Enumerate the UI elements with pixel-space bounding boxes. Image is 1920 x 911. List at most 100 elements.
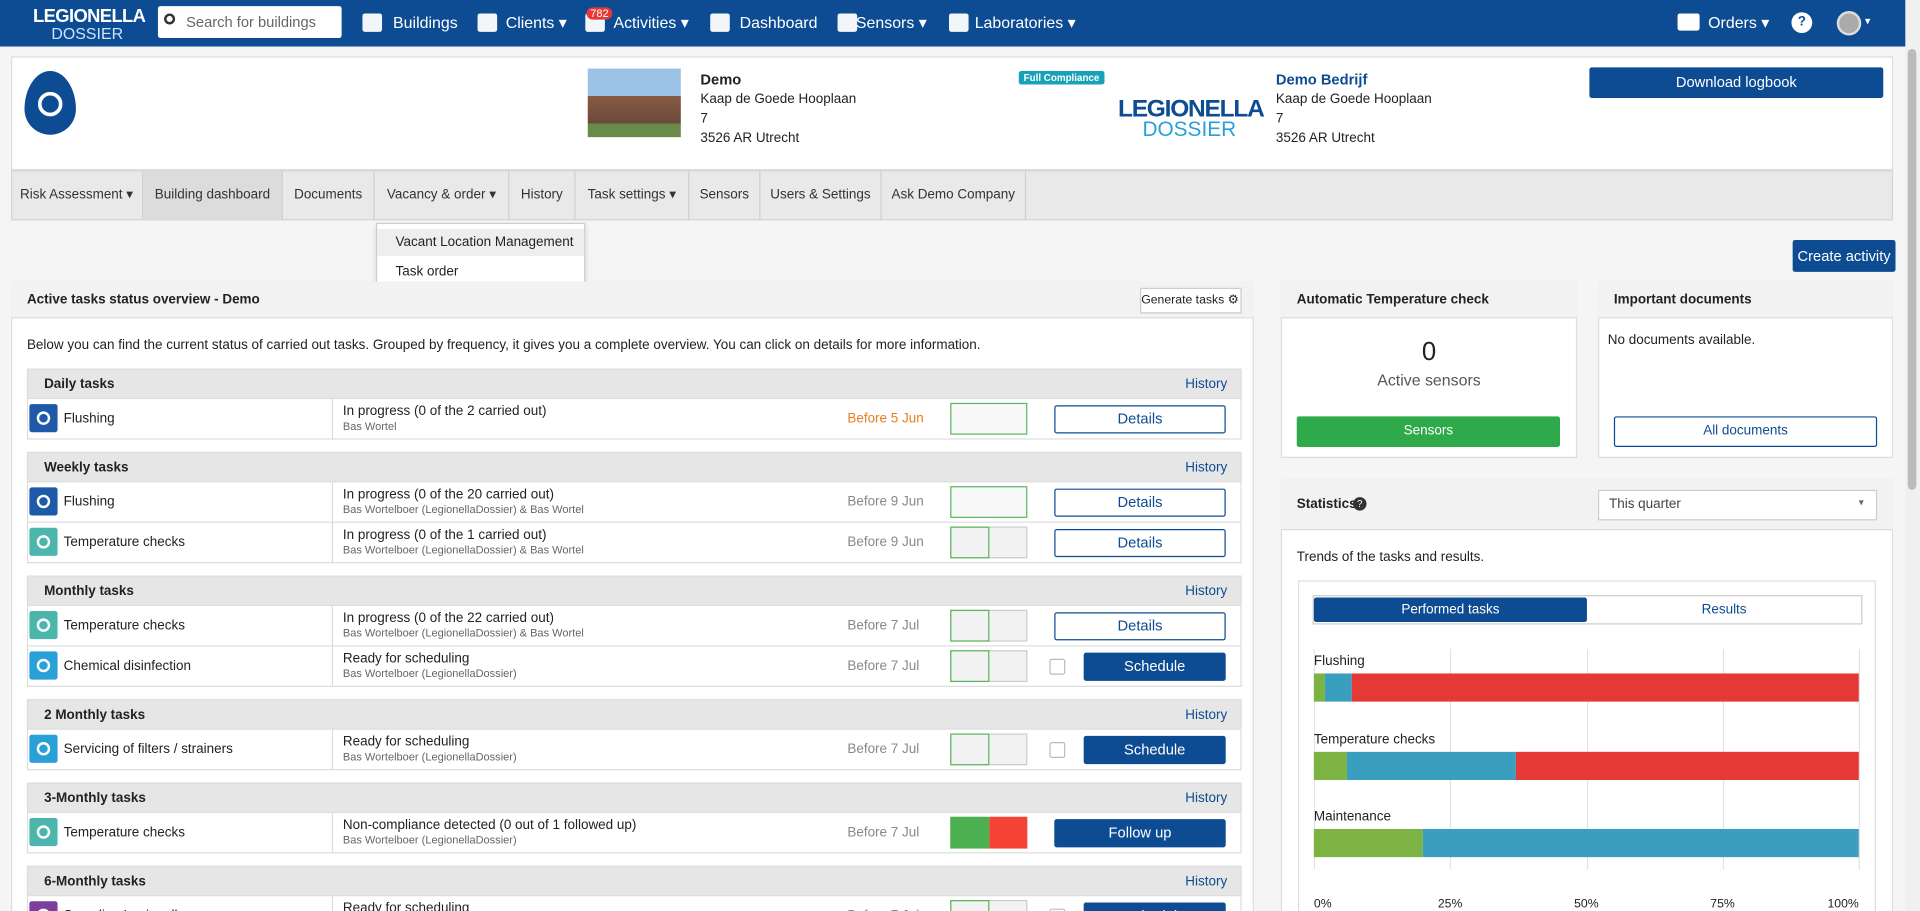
action-button[interactable]: Schedule bbox=[1083, 902, 1226, 911]
task-icon-glyph bbox=[36, 535, 51, 549]
toggle[interactable]: Results bbox=[1701, 602, 1747, 618]
tab[interactable]: Building dashboard bbox=[143, 170, 283, 221]
search-box[interactable] bbox=[157, 6, 342, 38]
statistics-title: Statistics bbox=[1296, 497, 1357, 512]
logo-top: LEGIONELLA bbox=[33, 6, 146, 27]
statistics-intro: Trends of the tasks and results. bbox=[1296, 549, 1485, 565]
task-person: Bas Wortelboer (LegionellaDossier) bbox=[342, 833, 517, 847]
scrollbar-thumb[interactable] bbox=[1907, 48, 1917, 490]
nav-orders[interactable]: Orders ▾ bbox=[1708, 13, 1770, 32]
bar-segment bbox=[1324, 673, 1353, 702]
action-button[interactable]: Details bbox=[1054, 405, 1226, 434]
history-link[interactable]: History bbox=[1185, 791, 1228, 806]
help-icon[interactable]: ? bbox=[1791, 12, 1813, 34]
nav-item[interactable]: Activities ▾ bbox=[613, 13, 689, 32]
dropdown-item[interactable]: Vacant Location Management bbox=[377, 228, 585, 256]
action-button[interactable]: Schedule bbox=[1083, 735, 1226, 765]
task-icon bbox=[29, 901, 58, 911]
temperature-title: Automatic Temperature check bbox=[1296, 292, 1489, 308]
tab[interactable]: Risk Assessment ▾ bbox=[11, 170, 144, 221]
action-button[interactable]: Follow up bbox=[1054, 819, 1226, 848]
group-header bbox=[26, 451, 1242, 483]
tab[interactable]: History bbox=[509, 170, 576, 221]
action-button[interactable]: Details bbox=[1054, 612, 1226, 641]
row-divider bbox=[331, 522, 334, 564]
toggle-active[interactable]: Performed tasks bbox=[1313, 597, 1587, 623]
history-link[interactable]: History bbox=[1185, 460, 1228, 476]
bar-segment bbox=[1313, 673, 1325, 702]
sensors-button[interactable]: Sensors bbox=[1296, 416, 1561, 447]
row-divider bbox=[331, 606, 334, 647]
generate-button[interactable]: Generate tasks ⚙ bbox=[1140, 287, 1242, 314]
nav-icon bbox=[710, 13, 730, 32]
nav-icon bbox=[837, 13, 858, 32]
tab[interactable]: Vacancy & order ▾ bbox=[375, 170, 510, 221]
task-icon-glyph bbox=[36, 742, 51, 756]
history-link[interactable]: History bbox=[1185, 707, 1228, 723]
download-button[interactable]: Download logbook bbox=[1589, 67, 1884, 98]
building-name: Demo bbox=[700, 71, 742, 89]
nav-item[interactable]: Buildings bbox=[393, 13, 458, 32]
tab[interactable]: Sensors bbox=[689, 170, 761, 221]
bar-segment bbox=[1422, 828, 1859, 858]
progress-part bbox=[950, 733, 990, 766]
checkbox[interactable] bbox=[1049, 742, 1066, 758]
task-due: Before 7 Jul bbox=[847, 658, 920, 674]
tab[interactable]: Documents bbox=[283, 170, 375, 221]
action-button[interactable]: Details bbox=[1054, 488, 1226, 517]
checkbox[interactable] bbox=[1049, 908, 1066, 911]
nav-item[interactable]: Clients ▾ bbox=[505, 13, 567, 32]
group-header bbox=[26, 699, 1242, 730]
tab[interactable]: Ask Demo Company bbox=[882, 170, 1027, 221]
header-card bbox=[11, 56, 1894, 171]
history-link[interactable]: History bbox=[1185, 584, 1228, 599]
documents-empty: No documents available. bbox=[1607, 333, 1756, 348]
task-name: Temperature checks bbox=[63, 618, 185, 634]
category-label: Temperature checks bbox=[1313, 731, 1436, 747]
toggle-group bbox=[1312, 595, 1863, 625]
nav-item[interactable]: Sensors ▾ bbox=[855, 13, 927, 32]
history-link[interactable]: History bbox=[1185, 874, 1228, 889]
tasks-title: Active tasks status overview - Demo bbox=[26, 292, 260, 308]
group-header bbox=[26, 368, 1242, 400]
progress-part bbox=[950, 609, 990, 642]
action-button[interactable]: Schedule bbox=[1083, 652, 1226, 681]
checkbox[interactable] bbox=[1049, 658, 1066, 675]
x-tick-label: 75% bbox=[1710, 897, 1735, 911]
avatar[interactable] bbox=[1836, 11, 1862, 36]
documents-button[interactable]: All documents bbox=[1613, 416, 1878, 447]
bar-segment bbox=[1515, 751, 1859, 780]
task-name: Servicing of filters / strainers bbox=[63, 742, 233, 757]
row-divider bbox=[331, 813, 334, 854]
task-person: Bas Wortelboer (LegionellaDossier) & Bas… bbox=[342, 626, 584, 640]
action-button[interactable]: Details bbox=[1054, 528, 1226, 558]
bar-segment bbox=[1346, 751, 1516, 780]
category-label: Maintenance bbox=[1313, 809, 1392, 825]
tab[interactable]: Users & Settings bbox=[760, 170, 882, 221]
task-person: Bas Wortelboer (LegionellaDossier) & Bas… bbox=[342, 543, 584, 556]
history-link[interactable]: History bbox=[1185, 377, 1228, 392]
task-due: Before 7 Jul bbox=[847, 742, 920, 757]
task-due: Before 9 Jun bbox=[847, 494, 924, 510]
task-status: Ready for scheduling bbox=[342, 734, 470, 750]
period-select[interactable]: This quarter bbox=[1597, 489, 1878, 521]
cart-icon bbox=[1677, 13, 1700, 31]
row-divider bbox=[331, 482, 334, 523]
tab[interactable]: Task settings ▾ bbox=[576, 170, 690, 221]
building-address: Kaap de Goede Hooplaan bbox=[700, 91, 857, 107]
nav-icon bbox=[477, 13, 498, 32]
select-caret: ▾ bbox=[1858, 497, 1864, 509]
dropdown-item[interactable]: Task order bbox=[395, 264, 459, 280]
task-row bbox=[26, 729, 1242, 771]
task-name: Temperature checks bbox=[63, 535, 185, 550]
row-divider bbox=[331, 729, 334, 771]
task-row bbox=[26, 896, 1242, 911]
nav-item[interactable]: Dashboard bbox=[739, 13, 818, 32]
grid-line bbox=[1858, 648, 1861, 870]
task-status: In progress (0 of the 1 carried out) bbox=[342, 527, 547, 543]
nav-item[interactable]: Laboratories ▾ bbox=[974, 13, 1076, 32]
create-activity-button[interactable]: Create activity bbox=[1792, 240, 1896, 272]
documents-header bbox=[1597, 281, 1894, 319]
